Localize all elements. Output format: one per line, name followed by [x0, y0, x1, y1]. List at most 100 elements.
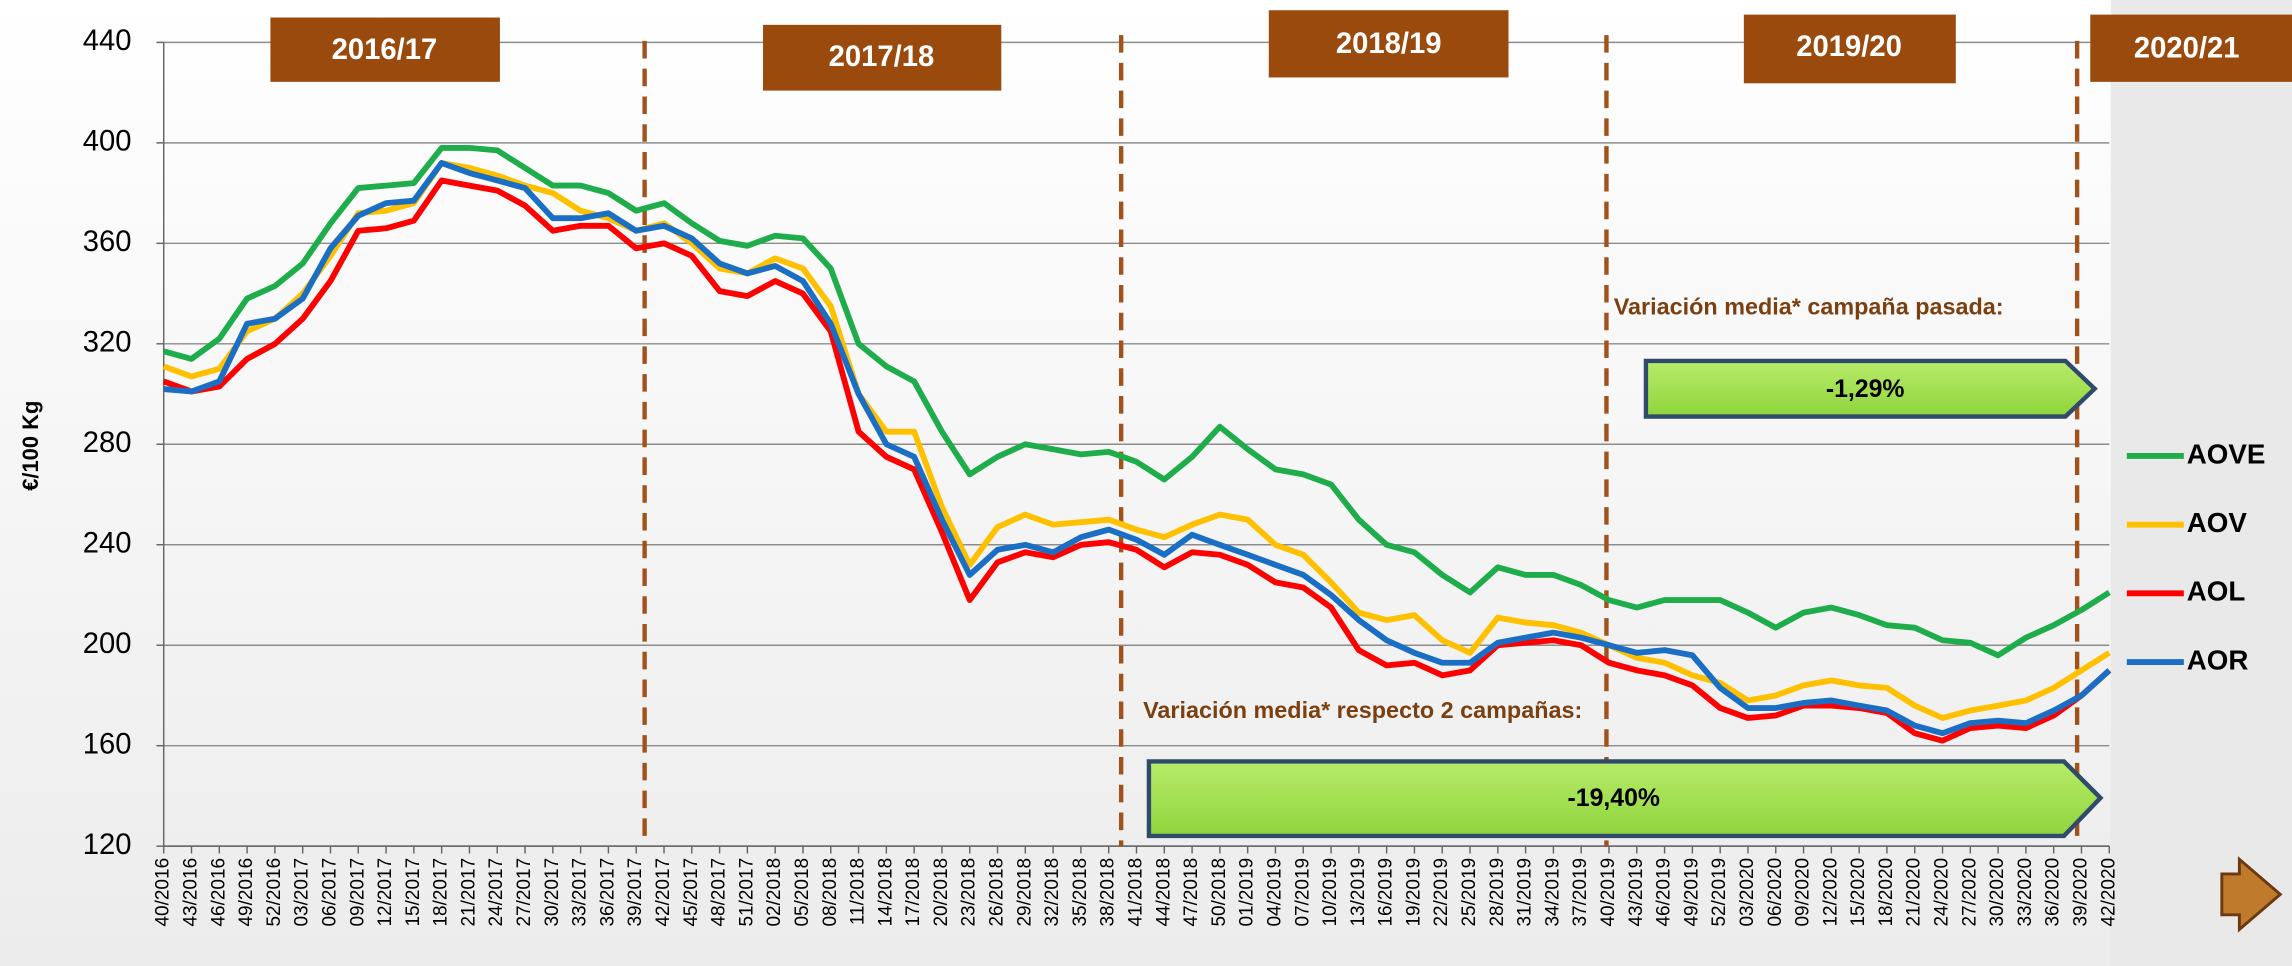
legend-label: AOV	[2187, 507, 2248, 538]
y-tick-label: 280	[83, 427, 132, 459]
y-tick-label: 120	[83, 829, 132, 861]
x-tick-label: 41/2018	[1126, 858, 1147, 927]
series-line	[162, 160, 2111, 721]
legend-label: AOL	[2187, 576, 2246, 607]
legend-label: AOR	[2187, 644, 2249, 675]
x-tick-label: 48/2017	[709, 858, 730, 927]
x-tick-label: 33/2020	[2015, 858, 2036, 927]
x-tick-label: 23/2018	[959, 858, 980, 927]
x-tick-label: 52/2019	[1709, 858, 1730, 927]
legend-label: AOVE	[2187, 438, 2266, 469]
x-tick-label: 17/2018	[903, 858, 924, 927]
x-tick-label: 40/2016	[153, 858, 174, 927]
x-tick-label: 47/2018	[1181, 858, 1202, 927]
annotation: Variación media* campaña pasada:	[1614, 294, 2004, 320]
x-tick-label: 30/2017	[542, 858, 563, 927]
campaign-box	[1743, 14, 1956, 84]
x-tick-label: 18/2020	[1876, 858, 1897, 927]
x-tick-label: 06/2017	[319, 858, 340, 927]
series-lines	[162, 144, 2112, 744]
x-tick-label: 13/2019	[1348, 858, 1369, 927]
annotations: Variación media* campaña pasada: -1,29% …	[1143, 294, 2104, 839]
x-tick-label: 29/2018	[1014, 858, 1035, 927]
x-tick-label: 21/2020	[1904, 858, 1925, 927]
x-tick-label: 43/2019	[1626, 858, 1647, 927]
x-tick-label: 43/2016	[181, 858, 202, 927]
x-tick-label: 39/2017	[625, 858, 646, 927]
campaign-dividers	[642, 35, 2080, 847]
x-tick-label: 45/2017	[681, 858, 702, 927]
y-tick-label: 160	[83, 728, 132, 760]
x-tick-label: 05/2018	[792, 858, 813, 927]
x-tick-label: 12/2017	[375, 858, 396, 927]
annotation: Variación media* respecto 2 campañas:	[1143, 697, 1582, 723]
x-tick-label: 20/2018	[931, 858, 952, 927]
x-tick-label: 15/2017	[403, 858, 424, 927]
x-tick-label: 39/2020	[2071, 858, 2092, 927]
x-tick-label: 24/2017	[486, 858, 507, 927]
x-tick-label: 33/2017	[570, 858, 591, 927]
campaign-label: 2017/18	[829, 41, 935, 73]
x-tick-label: 49/2016	[236, 858, 257, 927]
campaign-labels: 2016/17 2017/18 2018/19 2019/20 2020/21	[270, 10, 2292, 91]
y-tick-label: 400	[83, 126, 132, 158]
x-tick-label: 42/2020	[2098, 858, 2119, 927]
x-tick-label: 19/2019	[1403, 858, 1424, 927]
x-tick-label: 22/2019	[1431, 858, 1452, 927]
x-tick-label: 10/2019	[1320, 858, 1341, 927]
series-line	[163, 160, 2112, 737]
x-tick-label: 18/2017	[431, 858, 452, 927]
x-tick-label: 38/2018	[1098, 858, 1119, 927]
x-tick-label: 04/2019	[1264, 858, 1285, 927]
campaign-label: 2018/19	[1336, 28, 1442, 60]
x-tick-label: 03/2020	[1737, 858, 1758, 927]
campaign-label: 2016/17	[332, 34, 438, 66]
grid	[156, 41, 2111, 854]
x-tick-label: 27/2020	[1959, 858, 1980, 927]
series-line	[162, 144, 2111, 659]
arrow-box	[1146, 759, 2104, 839]
x-tick-label: 12/2020	[1820, 858, 1841, 927]
campaign-box	[763, 24, 1002, 91]
x-tick-label: 15/2020	[1848, 858, 1869, 927]
x-tick-label: 26/2018	[987, 858, 1008, 927]
annotation: -19,40%	[1568, 785, 1660, 812]
legend: AOVE AOV AOL AOR	[2126, 438, 2266, 675]
x-tick-label: 03/2017	[292, 858, 313, 927]
side-panel	[2110, 0, 2292, 966]
x-tick-label: 25/2019	[1459, 858, 1480, 927]
x-tick-label: 28/2019	[1487, 858, 1508, 927]
x-tick-label: 51/2017	[736, 858, 757, 927]
y-tick-label: 440	[83, 25, 132, 57]
x-tick-label: 32/2018	[1042, 858, 1063, 927]
x-tick-label: 46/2019	[1654, 858, 1675, 927]
y-axis-label: €/100 Kg	[18, 401, 43, 491]
nav-arrow-icon[interactable]	[2220, 856, 2283, 933]
x-tick-label: 02/2018	[764, 858, 785, 927]
y-tick-label: 360	[83, 226, 132, 258]
x-tick-label: 44/2018	[1153, 858, 1174, 927]
x-tick-label: 40/2019	[1598, 858, 1619, 927]
x-tick-label: 09/2020	[1793, 858, 1814, 927]
x-tick-label: 36/2017	[597, 858, 618, 927]
x-tick-label: 07/2019	[1292, 858, 1313, 927]
x-tick-label: 27/2017	[514, 858, 535, 927]
annotation: -1,29%	[1826, 376, 1905, 403]
campaign-box	[1268, 10, 1509, 78]
arrow-box	[1643, 358, 2098, 419]
y-tick-label: 320	[83, 327, 132, 359]
x-tick-label: 37/2019	[1570, 858, 1591, 927]
x-tick-label: 36/2020	[2043, 858, 2064, 927]
x-tick-label: 06/2020	[1765, 858, 1786, 927]
x-tick-label: 30/2020	[1987, 858, 2008, 927]
x-tick-label: 50/2018	[1209, 858, 1230, 927]
campaign-label: 2020/21	[2134, 32, 2240, 64]
x-tick-label: 35/2018	[1070, 858, 1091, 927]
x-tick-label: 31/2019	[1515, 858, 1536, 927]
x-tick-label: 09/2017	[347, 858, 368, 927]
x-tick-label: 08/2018	[820, 858, 841, 927]
x-tick-label: 42/2017	[653, 858, 674, 927]
y-tick-label: 240	[83, 527, 132, 559]
